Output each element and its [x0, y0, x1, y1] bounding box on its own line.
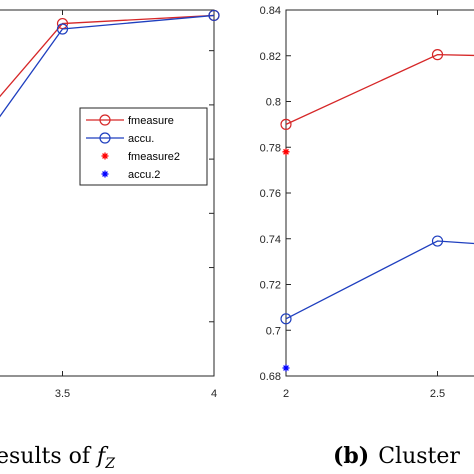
y-tick-label: 0.68: [260, 371, 281, 383]
y-tick-label: 0.74: [260, 234, 281, 246]
data-point-accu2: [282, 364, 290, 372]
legend-label: fmeasure2: [128, 151, 180, 163]
right-caption: (b) Cluster: [333, 443, 460, 469]
legend-marker: [101, 152, 109, 160]
legend-label: accu.2: [128, 169, 160, 181]
legend-box: [79, 107, 208, 186]
data-point-accu: [280, 313, 292, 325]
left-plot-panel: 3.5 4: [0, 9, 220, 400]
data-point-accu: [208, 9, 220, 22]
right-caption-text: Cluster: [378, 444, 460, 469]
series-line-accu: [285, 240, 474, 320]
series-line-accu: [0, 14, 215, 118]
y-tick-label: 0.7: [266, 325, 281, 337]
legend-marker: [99, 114, 111, 126]
left-caption-prefix: esults of: [0, 444, 97, 469]
legend-marker: [99, 132, 111, 144]
y-tick-label: 0.72: [260, 280, 281, 292]
legend-marker: [101, 170, 109, 178]
y-tick-label: 0.82: [260, 51, 281, 63]
legend-label: fmeasure: [128, 115, 174, 127]
axes-box: [0, 9, 215, 377]
right-caption-label: (b): [333, 443, 369, 469]
y-tick-label: 0.84: [260, 5, 281, 17]
x-tick-label: 2.5: [430, 388, 445, 400]
right-plot-panel: 2 2.5 0.68 0.7 0.72 0.74 0.76 0.78 0.8 0.82 0.84: [260, 5, 474, 400]
data-point-fmeasure: [280, 118, 292, 130]
left-caption-sub: Z: [104, 456, 115, 472]
y-tick-label: 0.8: [266, 97, 281, 109]
series-line-fmeasure: [285, 53, 474, 125]
x-tick-label: 4: [211, 388, 217, 400]
left-caption: esults of fZ: [0, 444, 115, 472]
data-point-fmeasure2: [282, 148, 290, 156]
x-tick-label: 2: [283, 388, 289, 400]
x-tick-label: 3.5: [55, 388, 70, 400]
y-tick-label: 0.76: [260, 188, 281, 200]
legend: fmeasure accu. fmeasure2 accu.2: [79, 107, 208, 186]
data-point-accu: [431, 235, 444, 247]
axes-box: [285, 9, 474, 377]
data-point-fmeasure: [431, 49, 444, 61]
legend-label: accu.: [128, 133, 154, 145]
data-point-accu: [56, 23, 69, 35]
y-tick-label: 0.78: [260, 142, 281, 154]
